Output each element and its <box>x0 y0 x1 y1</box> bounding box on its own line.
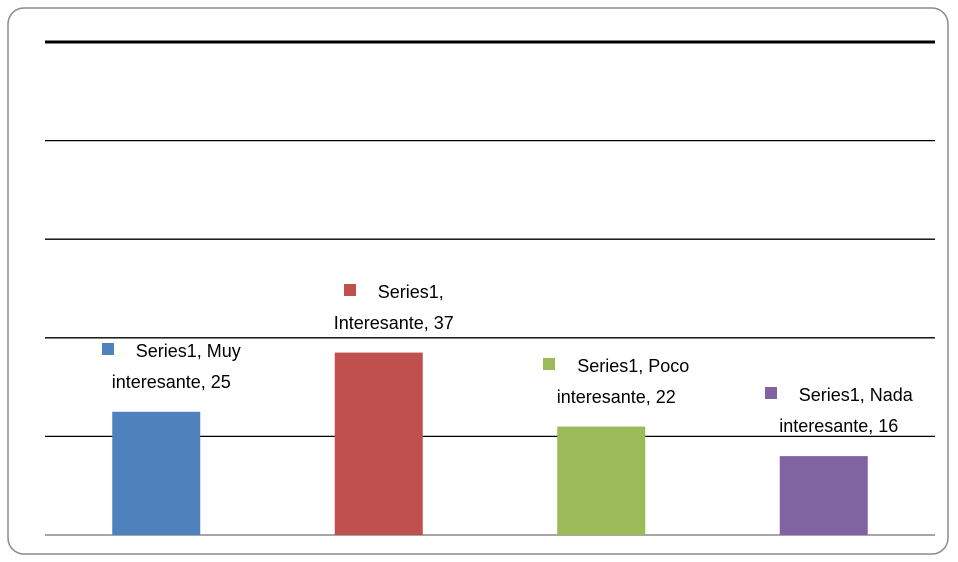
data-label-text: Series1, Muy interesante, 25 <box>111 340 241 392</box>
bar <box>557 426 646 535</box>
data-label: Series1, Poco interesante, 22 <box>521 351 711 413</box>
data-label: Series1, Interesante, 37 <box>299 277 489 339</box>
data-label: Series1, Muy interesante, 25 <box>76 336 266 398</box>
data-label-text: Series1, Poco interesante, 22 <box>556 355 690 407</box>
legend-key <box>101 342 114 355</box>
data-label-text: Series1, Interesante, 37 <box>333 281 454 333</box>
legend-key <box>343 283 356 296</box>
bar <box>112 411 201 535</box>
legend-key <box>764 387 777 400</box>
bar <box>334 352 423 535</box>
data-label-text: Series1, Nada interesante, 16 <box>779 385 913 437</box>
frame <box>7 7 949 555</box>
data-label: Series1, Nada interesante, 16 <box>744 380 934 442</box>
legend-key <box>543 357 556 370</box>
bar <box>779 456 868 535</box>
